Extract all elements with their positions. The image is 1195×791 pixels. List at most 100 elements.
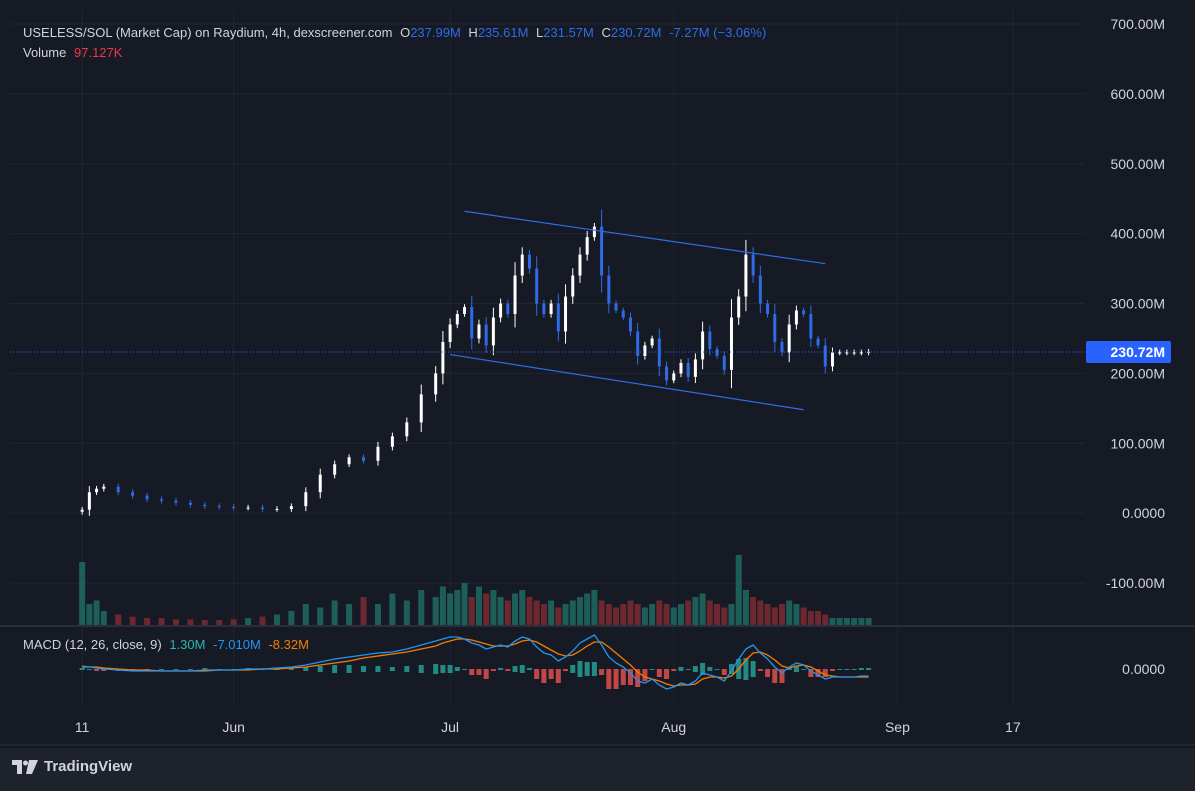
close-value: 230.72M bbox=[610, 25, 662, 40]
last-price-label: 230.72M bbox=[1111, 344, 1165, 360]
volume-bar bbox=[735, 555, 742, 625]
volume-bar bbox=[129, 616, 136, 625]
macd-histogram-bar bbox=[692, 666, 698, 672]
x-tick-label: 11 bbox=[75, 719, 90, 735]
macd-histogram-bar bbox=[86, 669, 92, 670]
macd-histogram-bar bbox=[519, 665, 525, 673]
macd-histogram-bar bbox=[563, 669, 569, 671]
volume-bar bbox=[613, 607, 620, 625]
candle-body bbox=[455, 314, 459, 325]
volume-bar bbox=[555, 607, 562, 625]
volume-bar bbox=[800, 607, 807, 625]
volume-bar bbox=[187, 619, 194, 625]
macd-histogram-bar bbox=[512, 666, 518, 672]
volume-bar bbox=[620, 604, 627, 625]
candle-body bbox=[830, 352, 834, 367]
candle-body bbox=[318, 474, 322, 493]
candle-body bbox=[102, 486, 106, 489]
candle-body bbox=[347, 457, 351, 465]
candle-body bbox=[708, 331, 712, 349]
macd-histogram-bar bbox=[454, 667, 460, 671]
volume-bar bbox=[115, 614, 122, 625]
macd-histogram-bar bbox=[433, 664, 439, 674]
macd-histogram-bar bbox=[361, 666, 367, 672]
macd-histogram-bar bbox=[418, 665, 424, 673]
macd-histogram-bar bbox=[829, 669, 835, 671]
candle-body bbox=[773, 314, 777, 342]
y-tick-label: 400.00M bbox=[1111, 226, 1165, 242]
candle-body bbox=[679, 362, 683, 374]
macd-histogram-bar bbox=[577, 661, 583, 677]
y-tick-label: 100.00M bbox=[1111, 435, 1165, 451]
candle-body bbox=[80, 509, 84, 512]
volume-bar bbox=[374, 604, 381, 625]
macd-histogram-bar bbox=[599, 669, 605, 675]
candle-body bbox=[564, 296, 568, 332]
volume-bar bbox=[670, 607, 677, 625]
x-tick-label: Aug bbox=[661, 719, 686, 735]
volume-bar bbox=[389, 593, 396, 625]
macd-histogram-bar bbox=[303, 667, 309, 671]
high-value: 235.61M bbox=[477, 25, 529, 40]
candle-body bbox=[852, 352, 856, 354]
volume-bar bbox=[93, 600, 100, 625]
volume-bar bbox=[598, 600, 605, 625]
candle-body bbox=[419, 394, 423, 423]
candle-body bbox=[722, 355, 726, 370]
macd-histogram-bar bbox=[844, 669, 850, 670]
tradingview-brand[interactable]: TradingView bbox=[12, 758, 132, 775]
candle-body bbox=[448, 324, 452, 342]
chart-canvas[interactable]: 700.00M 600.00M 500.00M 400.00M 300.00M 200.0… bbox=[0, 0, 1195, 748]
candle-body bbox=[203, 504, 207, 507]
volume-bar bbox=[526, 597, 533, 625]
candle-body bbox=[261, 507, 265, 509]
volume-bar bbox=[843, 618, 850, 625]
volume-bar bbox=[714, 604, 721, 625]
volume-bar bbox=[483, 593, 490, 625]
macd-histogram-bar bbox=[555, 669, 561, 683]
candle-body bbox=[484, 324, 488, 346]
last-price-tag bbox=[1086, 340, 1171, 363]
candle-body bbox=[491, 317, 495, 346]
volume-bar bbox=[742, 590, 749, 625]
x-tick-label: Jun bbox=[222, 719, 245, 735]
candle-body bbox=[672, 373, 676, 381]
y-tick-label: -100.00M bbox=[1106, 575, 1165, 591]
macd-histogram-bar bbox=[664, 669, 670, 679]
macd-line bbox=[82, 634, 869, 690]
footer-bar bbox=[0, 748, 1195, 791]
candle-body bbox=[823, 345, 827, 367]
volume-bar bbox=[533, 600, 540, 625]
volume-bar bbox=[548, 600, 555, 625]
volume-bar bbox=[778, 604, 785, 625]
candle-body bbox=[289, 506, 293, 509]
candle-body bbox=[304, 492, 308, 507]
volume-bar bbox=[432, 597, 439, 625]
macd-histogram-bar bbox=[866, 668, 872, 670]
volume-bar bbox=[346, 604, 353, 625]
candle-body bbox=[441, 341, 445, 374]
volume-bar bbox=[656, 600, 663, 625]
candle-body bbox=[693, 359, 697, 377]
volume-bar bbox=[230, 619, 237, 625]
macd-histogram-bar bbox=[483, 669, 489, 679]
volume-bar bbox=[259, 616, 266, 625]
candle-body bbox=[390, 436, 394, 447]
macd-histogram-value: 1.30M bbox=[169, 637, 206, 652]
macd-histogram-bar bbox=[404, 666, 410, 672]
candle-body bbox=[535, 268, 539, 304]
macd-histogram-bar bbox=[526, 668, 532, 670]
macd-histogram-bar bbox=[707, 667, 713, 671]
candle-body bbox=[217, 506, 221, 508]
macd-histogram-bar bbox=[649, 669, 655, 670]
macd-histogram-bar bbox=[642, 669, 648, 681]
macd-histogram-bar bbox=[700, 663, 706, 675]
candle-body bbox=[116, 486, 120, 493]
macd-histogram-bar bbox=[627, 669, 633, 685]
candle-body bbox=[542, 303, 546, 315]
candle-body bbox=[506, 303, 510, 315]
volume-bar bbox=[100, 611, 107, 625]
macd-histogram-bar bbox=[678, 667, 684, 671]
channel-trendline bbox=[464, 210, 826, 265]
